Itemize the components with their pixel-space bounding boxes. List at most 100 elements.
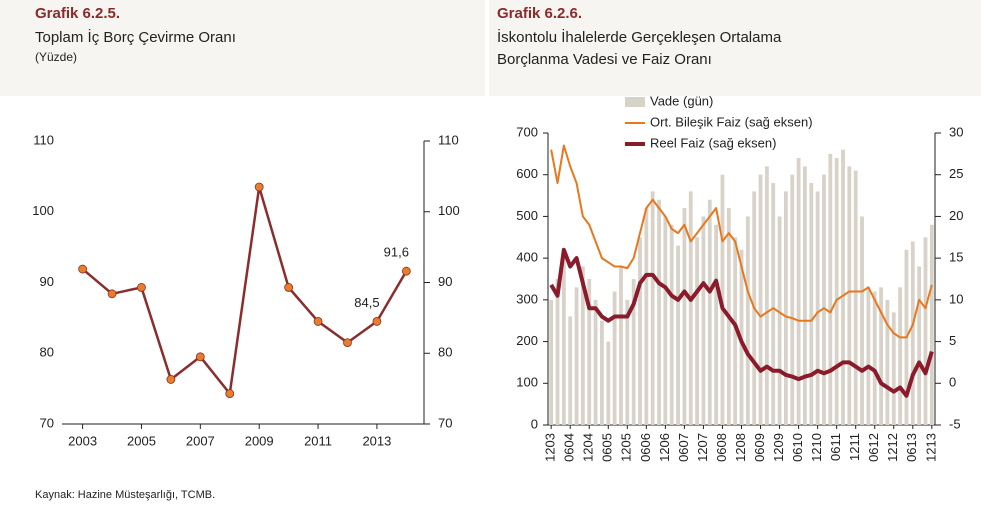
y2-tick-label: -5 xyxy=(949,416,961,431)
x-tick-label: 1203 xyxy=(543,433,558,462)
bar xyxy=(555,279,560,425)
bar xyxy=(803,166,807,425)
x-tick-label: 0607 xyxy=(676,433,691,462)
x-tick-label: 2013 xyxy=(362,433,391,448)
x-tick-label: 1206 xyxy=(657,433,672,462)
bar xyxy=(688,191,693,425)
bar xyxy=(828,153,833,425)
bar xyxy=(923,237,928,425)
y2-tick-label: 70 xyxy=(438,415,452,430)
bar xyxy=(701,216,706,425)
bar xyxy=(929,224,934,425)
marker xyxy=(195,352,205,362)
bar xyxy=(631,279,636,425)
bar xyxy=(809,183,814,425)
y-tick-label: 80 xyxy=(40,345,54,360)
marker xyxy=(166,375,176,384)
bar xyxy=(771,183,776,425)
marker xyxy=(137,283,146,292)
bar xyxy=(796,158,801,425)
x-tick-label: 0612 xyxy=(866,433,881,462)
bar xyxy=(676,245,680,425)
bar xyxy=(822,174,826,425)
x-tick-label: 2005 xyxy=(127,433,156,448)
data-label: 91,6 xyxy=(384,245,409,260)
y2-tick-label: 5 xyxy=(949,333,956,348)
y2-tick-label: 10 xyxy=(949,291,963,306)
x-tick-label: 1211 xyxy=(847,433,862,461)
legend-label: Reel Faiz (sağ eksen) xyxy=(650,135,776,150)
bar xyxy=(644,208,649,425)
y2-tick-label: 110 xyxy=(438,132,459,147)
x-tick-label: 0611 xyxy=(828,433,843,461)
data-label: 84,5 xyxy=(354,295,379,310)
bar xyxy=(758,174,763,425)
legend-swatch xyxy=(625,97,645,107)
marker xyxy=(284,283,294,292)
marker xyxy=(107,289,117,299)
y2-tick-label: 90 xyxy=(438,274,452,289)
bar xyxy=(657,199,661,425)
x-tick-label: 1207 xyxy=(695,433,710,462)
legend-label: Ort. Bileşik Faiz (sağ eksen) xyxy=(650,114,813,129)
chart-label: Grafik 6.2.6. xyxy=(497,5,583,22)
y2-tick-label: 25 xyxy=(949,166,963,181)
marker xyxy=(401,266,411,276)
chart-subtitle: (Yüzde) xyxy=(35,50,78,64)
bar xyxy=(568,316,573,425)
bar xyxy=(682,208,687,425)
line xyxy=(549,247,934,398)
bar xyxy=(834,158,839,425)
chart-title: Toplam İç Borç Çevirme Oranı xyxy=(35,29,236,46)
bar xyxy=(587,279,592,425)
bar xyxy=(777,216,782,425)
bar xyxy=(606,341,611,425)
bar xyxy=(593,299,598,425)
bar xyxy=(917,266,922,425)
bar xyxy=(612,291,617,425)
bar xyxy=(650,191,655,425)
bar xyxy=(898,287,903,425)
x-tick-label: 2007 xyxy=(186,433,215,448)
y2-tick-label: 100 xyxy=(438,203,460,218)
header-band xyxy=(0,0,485,96)
y-tick-label: 500 xyxy=(516,208,538,223)
x-tick-label: 2011 xyxy=(304,433,332,448)
x-tick-label: 0604 xyxy=(562,433,577,462)
bar xyxy=(815,191,820,425)
y-tick-label: 700 xyxy=(516,124,538,139)
bar xyxy=(891,312,896,425)
y-tick-label: 600 xyxy=(516,166,538,181)
bar xyxy=(549,299,554,425)
bar xyxy=(790,174,795,425)
y-tick-label: 300 xyxy=(516,291,538,306)
x-tick-label: 0609 xyxy=(752,433,767,462)
bar xyxy=(574,287,579,425)
bar xyxy=(733,237,738,425)
x-tick-label: 2009 xyxy=(245,433,274,448)
bar xyxy=(663,216,668,425)
bar xyxy=(784,191,788,425)
bar xyxy=(872,291,877,425)
line xyxy=(550,144,933,339)
bar xyxy=(885,299,890,425)
bar xyxy=(638,237,642,425)
legend-label: Vade (gün) xyxy=(650,93,713,108)
line xyxy=(81,186,408,397)
y-tick-label: 110 xyxy=(33,132,54,147)
bar xyxy=(695,237,699,425)
bar xyxy=(866,287,871,425)
x-tick-label: 0613 xyxy=(904,433,919,462)
bar xyxy=(619,266,623,425)
bar xyxy=(561,258,566,425)
bar xyxy=(841,149,845,425)
bar xyxy=(745,216,750,425)
bar xyxy=(669,224,674,425)
bar xyxy=(714,224,719,425)
y2-tick-label: 80 xyxy=(438,345,452,360)
marker xyxy=(225,389,235,398)
y-tick-label: 100 xyxy=(32,203,54,218)
header-band xyxy=(489,0,981,96)
x-tick-label: 1209 xyxy=(771,433,786,462)
x-tick-label: 1213 xyxy=(923,433,938,462)
